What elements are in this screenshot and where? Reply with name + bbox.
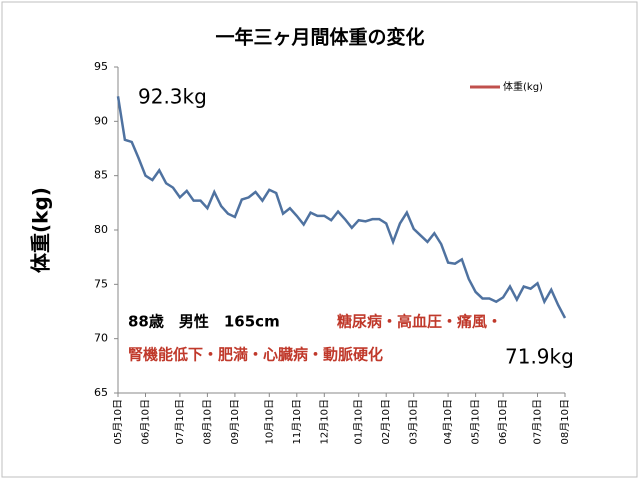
y-tick-label: 85 [94,169,108,182]
y-tick-label: 90 [94,114,108,127]
y-tick-label: 80 [94,223,108,236]
x-tick-label: 06月10日 [140,399,152,444]
x-tick-label: 12月10日 [318,399,330,444]
series-line [116,96,567,319]
annotation: 88歳 男性 165cm [128,313,280,331]
x-tick-label: 10月10日 [263,399,275,444]
annotation: 糖尿病・高血圧・痛風・ [337,313,502,331]
annotation: 腎機能低下・肥満・心臓病・動脈硬化 [128,346,383,364]
x-tick-label: 08月10日 [559,399,571,444]
x-tick-label: 08月10日 [201,399,213,444]
y-tick-label: 75 [94,277,108,290]
y-tick-label: 70 [94,332,108,345]
chart-title: 一年三ヶ月間体重の変化 [215,26,424,49]
x-tick-label: 07月10日 [531,399,543,444]
x-tick-label: 07月10日 [174,399,186,444]
y-tick-label: 95 [94,60,108,73]
y-axis-label: 体重(kg) [29,187,53,273]
x-tick-label: 04月10日 [442,399,454,444]
annotation: 71.9kg [505,345,574,369]
x-tick-label: 03月10日 [408,399,420,444]
x-tick-label: 02月10日 [380,399,392,444]
x-tick-label: 01月10日 [353,399,365,444]
x-tick-label: 09月10日 [229,399,241,444]
x-tick-label: 05月10日 [470,399,482,444]
x-tick-label: 11月10日 [291,399,303,444]
annotation: 92.3kg [138,85,207,109]
x-tick-label: 05月10日 [112,399,124,444]
x-tick-label: 06月10日 [497,399,509,444]
legend-label: 体重(kg) [503,80,543,93]
y-tick-label: 65 [94,386,108,399]
